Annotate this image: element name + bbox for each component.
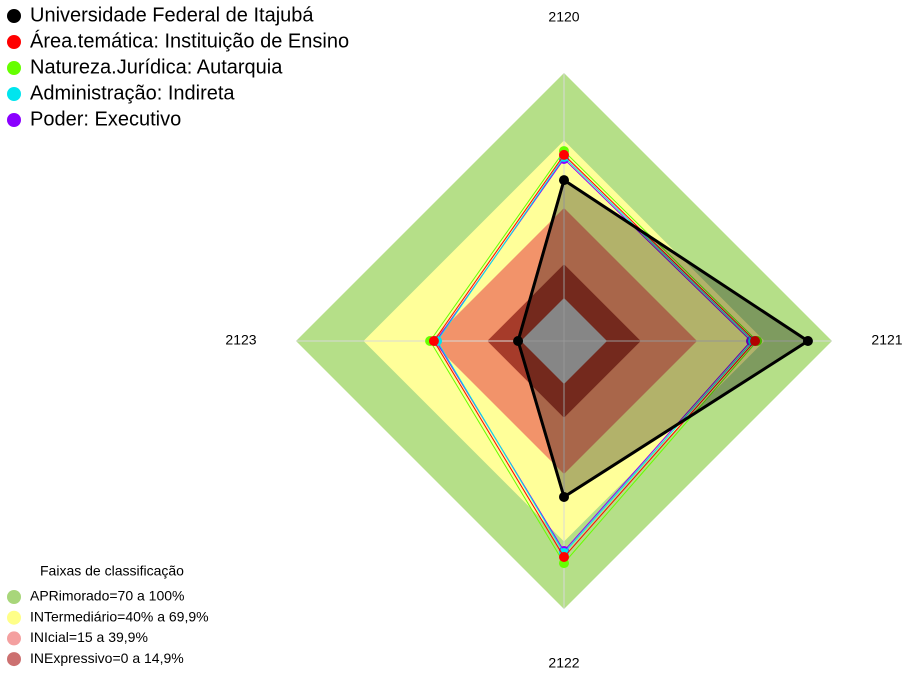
axis-label: 2120 <box>548 9 579 25</box>
series-point <box>513 336 524 346</box>
legend-marker <box>7 9 21 23</box>
bands-title: Faixas de classificação <box>40 563 184 579</box>
legend-label: Poder: Executivo <box>30 108 181 130</box>
series-point <box>750 336 761 346</box>
band-legend-label: APRimorado=70 a 100% <box>30 588 185 604</box>
legend-label: Universidade Federal de Itajubá <box>30 4 314 26</box>
series-point <box>559 149 569 160</box>
band-legend-label: INTermediário=40% a 69,9% <box>30 608 209 624</box>
legend-marker <box>7 61 21 75</box>
axis-label: 2123 <box>225 332 256 348</box>
legend-marker <box>7 113 21 127</box>
legend-label: Natureza.Jurídica: Autarquia <box>30 56 283 78</box>
band-legend-label: INIcial=15 a 39,9% <box>30 629 148 645</box>
legend-label: Área.temática: Instituição de Ensino <box>30 29 349 52</box>
series-point <box>559 175 569 186</box>
band-legend-marker <box>7 652 21 667</box>
series-point <box>559 552 569 563</box>
axis-label: 2121 <box>871 332 902 348</box>
series-point <box>802 336 813 346</box>
axis-label: 2122 <box>548 655 579 671</box>
band-legend-marker <box>7 631 21 646</box>
legend-marker <box>7 35 21 49</box>
series-point <box>559 491 569 502</box>
band-legend-label: INExpressivo=0 a 14,9% <box>30 650 184 666</box>
band-legend-marker <box>7 590 21 604</box>
legend-marker <box>7 87 21 101</box>
band-legend-marker <box>7 610 21 625</box>
legend-label: Administração: Indireta <box>30 82 235 104</box>
series-point <box>428 336 439 346</box>
